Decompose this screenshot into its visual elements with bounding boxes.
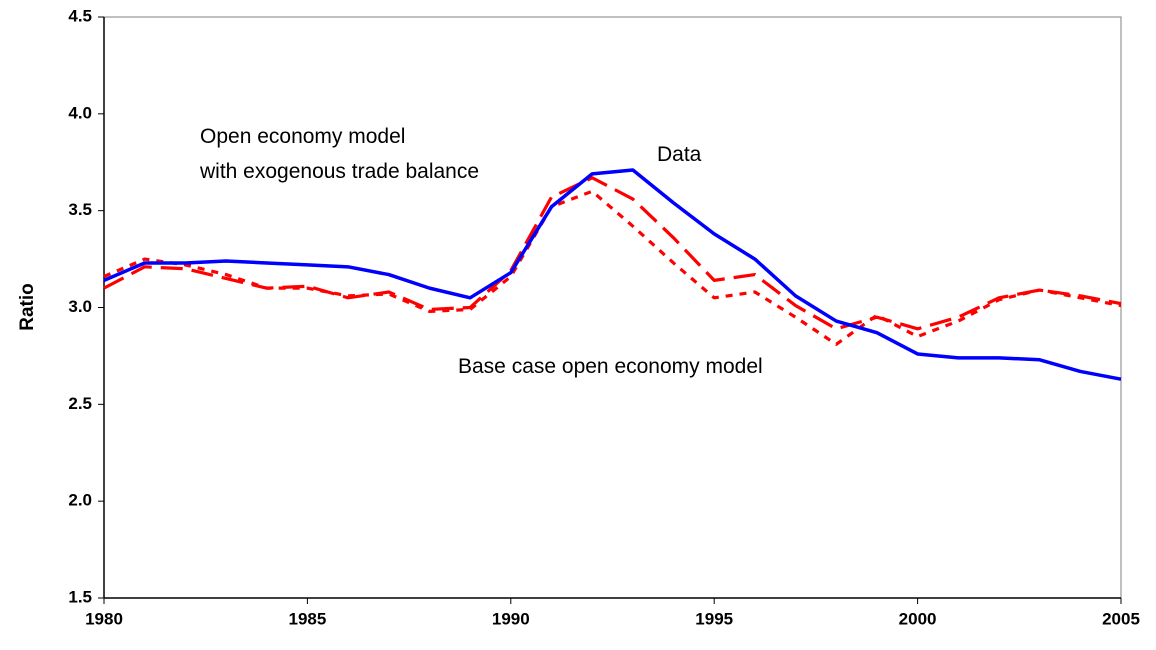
- plot-border: [103, 16, 1122, 599]
- y-tick-label: 1.5: [68, 587, 92, 606]
- x-tick-label: 2000: [899, 609, 937, 628]
- series-line: [103, 189, 1122, 346]
- series-line: [103, 176, 1122, 331]
- y-axis-label: Ratio: [17, 283, 38, 331]
- x-tick-label: 1980: [85, 609, 123, 628]
- series-label: Data: [657, 143, 702, 166]
- x-tick-label: 1995: [695, 609, 733, 628]
- x-tick-label: 1985: [288, 609, 326, 628]
- y-tick-label: 2.5: [68, 394, 92, 413]
- y-tick-label: 2.0: [68, 491, 92, 510]
- y-tick-label: 3.0: [68, 297, 92, 316]
- y-tick-label: 3.5: [68, 200, 92, 219]
- x-tick-label: 1990: [492, 609, 530, 628]
- series-label: Base case open economy model: [458, 355, 763, 378]
- y-tick-label: 4.5: [68, 6, 92, 25]
- y-tick-label: 4.0: [68, 103, 92, 122]
- series-label: Open economy model with exogenous trade …: [200, 125, 480, 183]
- series-line: [103, 168, 1122, 381]
- x-tick-label: 2005: [1102, 609, 1140, 628]
